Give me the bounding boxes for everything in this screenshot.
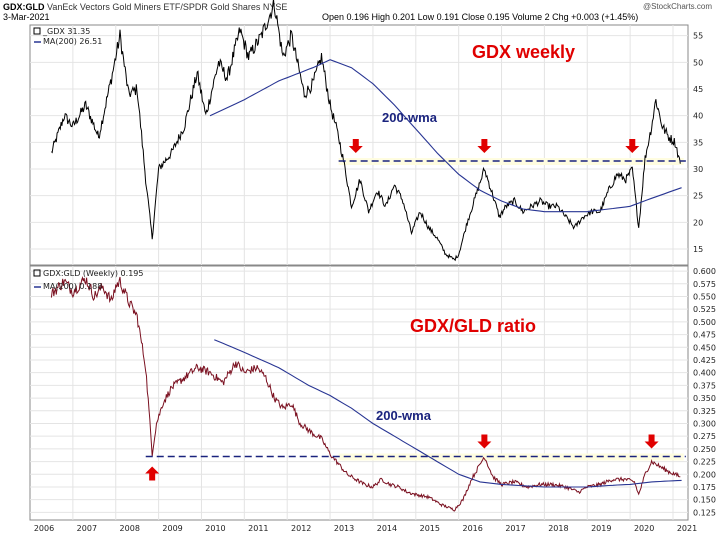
legend-ratio-label: GDX:GLD (Weekly) 0.195 xyxy=(43,269,143,278)
symbol: GDX:GLD xyxy=(3,2,45,12)
legend-price-marker xyxy=(33,27,41,35)
xtick-label: 2007 xyxy=(77,524,97,533)
top-ytick-label: 40 xyxy=(693,112,703,121)
bottom-ytick-label: 0.525 xyxy=(693,305,716,314)
bottom-ytick-label: 0.500 xyxy=(693,318,716,327)
chart-header-symbol-line: GDX:GLD VanEck Vectors Gold Miners ETF/S… xyxy=(3,2,287,12)
bottom-ytick-label: 0.550 xyxy=(693,292,716,301)
top-ytick-label: 55 xyxy=(693,32,703,41)
legend-gdx-label: _GDX 31.35 xyxy=(42,27,90,36)
top-wma-annotation: 200-wma xyxy=(382,110,438,125)
x-axis: 2006 2007 2008 2009 2010 2011 2012 2013 2014 2015… xyxy=(34,524,697,533)
legend-ratio-ma-label: MA(200) 0.188 xyxy=(43,282,102,291)
xtick-label: 2016 xyxy=(462,524,482,533)
top-ytick-label: 50 xyxy=(693,58,703,67)
top-panel-frame xyxy=(29,24,689,266)
legend-ratio-marker xyxy=(33,269,41,277)
top-resistance-highlight xyxy=(338,158,684,165)
top-series-ma200 xyxy=(209,59,682,213)
xtick-label: 2015 xyxy=(420,524,440,533)
bottom-series-ratio xyxy=(50,275,681,512)
bottom-wma-annotation: 200-wma xyxy=(376,408,432,423)
xtick-label: 2009 xyxy=(162,524,182,533)
xtick-label: 2013 xyxy=(334,524,354,533)
top-chart-title: GDX weekly xyxy=(472,42,575,62)
top-legend: _GDX 31.35 MA(200) 26.51 xyxy=(33,27,102,46)
bottom-ytick-label: 0.125 xyxy=(693,508,716,517)
xtick-label: 2011 xyxy=(248,524,268,533)
bottom-arrow-up xyxy=(145,466,160,481)
bottom-chart-title: GDX/GLD ratio xyxy=(410,316,536,336)
xtick-label: 2010 xyxy=(205,524,225,533)
bottom-ytick-label: 0.450 xyxy=(693,343,716,352)
top-ytick-label: 15 xyxy=(693,245,703,254)
watermark: @StockCharts.com xyxy=(642,2,712,11)
bottom-ytick-label: 0.150 xyxy=(693,496,716,505)
xtick-label: 2014 xyxy=(377,524,397,533)
top-series-price xyxy=(51,0,681,262)
bottom-ytick-label: 0.375 xyxy=(693,381,716,390)
top-panel: 15 20 25 30 35 40 45 50 55 xyxy=(30,0,703,265)
xtick-label: 2006 xyxy=(34,524,54,533)
xtick-label: 2018 xyxy=(548,524,568,533)
bottom-legend: GDX:GLD (Weekly) 0.195 MA(200) 0.188 xyxy=(33,269,143,291)
bottom-ytick-label: 0.275 xyxy=(693,432,716,441)
bottom-ytick-label: 0.600 xyxy=(693,267,716,276)
symbol-description: VanEck Vectors Gold Miners ETF/SPDR Gold… xyxy=(47,2,288,12)
bottom-ytick-label: 0.200 xyxy=(693,470,716,479)
bottom-ytick-label: 0.175 xyxy=(693,483,716,492)
bottom-ytick-label: 0.475 xyxy=(693,331,716,340)
chart-date: 3-Mar-2021 xyxy=(3,12,50,22)
bottom-ytick-label: 0.575 xyxy=(693,280,716,289)
bottom-ytick-label: 0.225 xyxy=(693,458,716,467)
top-arrow-down xyxy=(625,139,640,153)
bottom-ytick-label: 0.350 xyxy=(693,394,716,403)
bottom-panel-frame xyxy=(29,265,689,521)
bottom-ytick-label: 0.425 xyxy=(693,356,716,365)
bottom-arrow-down xyxy=(477,434,492,449)
xtick-label: 2020 xyxy=(634,524,654,533)
xtick-label: 2021 xyxy=(677,524,697,533)
bottom-ytick-label: 0.400 xyxy=(693,369,716,378)
bottom-ytick-label: 0.325 xyxy=(693,407,716,416)
top-ytick-label: 20 xyxy=(693,218,703,227)
xtick-label: 2012 xyxy=(291,524,311,533)
xtick-label: 2017 xyxy=(505,524,525,533)
bottom-panel: 0.125 0.150 0.175 0.200 0.225 0.250 0.275 0.300… xyxy=(30,266,716,520)
bottom-series-ma200 xyxy=(214,339,682,488)
bottom-arrow-down xyxy=(644,434,659,449)
top-arrow-down xyxy=(348,139,363,153)
top-ytick-label: 30 xyxy=(693,165,703,174)
quote-line: Open 0.196 High 0.201 Low 0.191 Close 0.… xyxy=(322,12,639,22)
legend-ma-label: MA(200) 26.51 xyxy=(43,37,102,46)
bottom-ytick-label: 0.300 xyxy=(693,419,716,428)
top-ytick-label: 35 xyxy=(693,138,703,147)
xtick-label: 2019 xyxy=(591,524,611,533)
xtick-label: 2008 xyxy=(120,524,140,533)
bottom-ytick-label: 0.250 xyxy=(693,445,716,454)
top-ytick-label: 25 xyxy=(693,192,703,201)
top-arrow-down xyxy=(477,139,492,153)
top-ytick-label: 45 xyxy=(693,85,703,94)
